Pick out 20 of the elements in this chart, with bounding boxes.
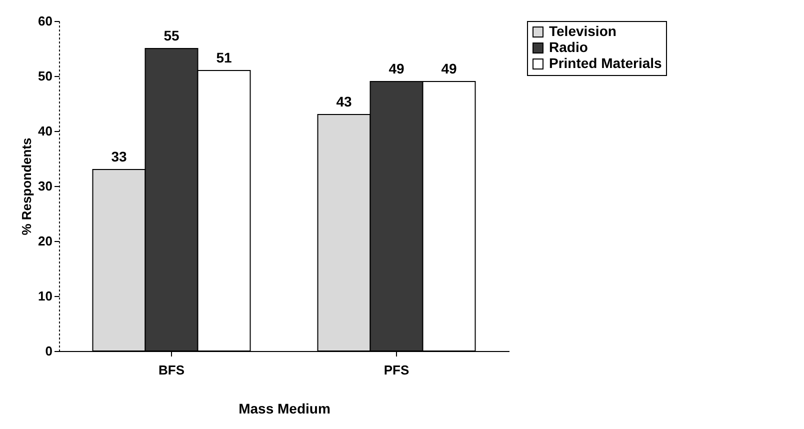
y-tick-label: 50 [38, 68, 52, 84]
data-label: 49 [441, 60, 457, 76]
y-tick-label: 20 [38, 234, 52, 248]
legend-label: Printed Materials [549, 55, 662, 71]
y-tick-label: 10 [38, 288, 52, 304]
y-tick-label: 30 [38, 178, 52, 194]
y-tick-label: 0 [45, 344, 52, 358]
data-label: 55 [164, 28, 180, 44]
x-tick-label: BFS [158, 362, 185, 378]
data-label: 43 [336, 94, 352, 110]
legend-label: Radio [549, 39, 588, 55]
x-tick-label: PFS [384, 362, 410, 378]
data-label: 51 [216, 50, 232, 66]
y-tick-label: 60 [38, 14, 52, 28]
y-axis-title: % Respondents [19, 138, 34, 236]
data-label: 33 [111, 148, 127, 164]
x-axis-title: Mass Medium [238, 400, 330, 416]
data-label: 49 [388, 60, 404, 76]
legend-label: Television [549, 23, 616, 39]
y-tick-label: 40 [38, 124, 52, 138]
